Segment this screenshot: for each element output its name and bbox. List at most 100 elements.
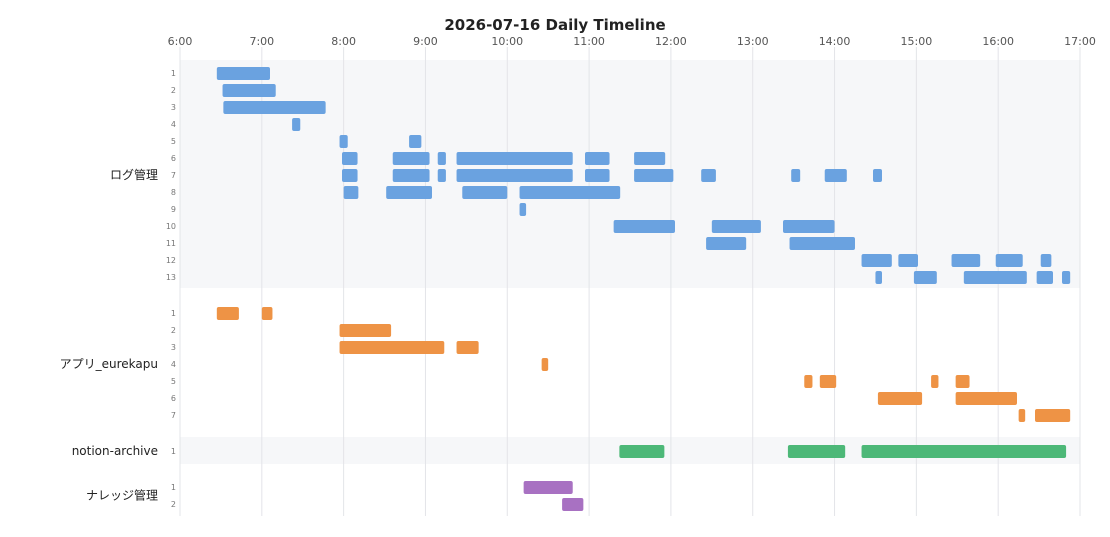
timeline-bar: [339, 324, 392, 337]
timeline-bar: [1040, 254, 1052, 267]
timeline-bar: [1036, 271, 1053, 284]
lane-label: 5: [171, 377, 176, 386]
timeline-bar: [585, 152, 610, 165]
lane-label: 3: [171, 343, 176, 352]
timeline-bar: [861, 445, 1067, 458]
timeline-bar: [898, 254, 918, 267]
timeline-bar: [783, 220, 835, 233]
lane-label: 8: [171, 188, 176, 197]
group-label: アプリ_eurekapu: [60, 357, 158, 371]
timeline-bar: [562, 498, 584, 511]
x-tick-label: 6:00: [168, 35, 193, 48]
x-tick-label: 17:00: [1064, 35, 1096, 48]
timeline-bar: [585, 169, 610, 182]
timeline-bar: [222, 84, 276, 97]
timeline-bar: [519, 186, 621, 199]
timeline-bar: [861, 254, 892, 267]
timeline-bar: [541, 358, 549, 371]
lane-label: 5: [171, 137, 176, 146]
group-label: notion-archive: [72, 444, 158, 458]
timeline-bar: [409, 135, 422, 148]
timeline-bar: [292, 118, 301, 131]
group-label: ナレッジ管理: [86, 488, 158, 503]
timeline-bar: [392, 169, 430, 182]
chart-title: 2026-07-16 Daily Timeline: [444, 16, 665, 34]
timeline-bar: [613, 220, 675, 233]
x-tick-label: 9:00: [413, 35, 438, 48]
timeline-bar: [462, 186, 508, 199]
timeline-bar: [1018, 409, 1026, 422]
timeline-bar: [1035, 409, 1071, 422]
x-tick-label: 7:00: [249, 35, 274, 48]
lane-label: 4: [171, 120, 176, 129]
timeline-bar: [955, 375, 970, 388]
lane-label: 3: [171, 103, 176, 112]
lane-label: 6: [171, 394, 176, 403]
x-tick-label: 10:00: [491, 35, 523, 48]
group-band: [180, 60, 1080, 288]
lane-label: 7: [171, 171, 176, 180]
timeline-bar: [392, 152, 430, 165]
timeline-bar: [711, 220, 761, 233]
lane-labels: ログ管理12345678910111213アプリ_eurekapu1234567…: [60, 69, 176, 509]
timeline-bar: [963, 271, 1027, 284]
lane-label: 12: [166, 256, 176, 265]
x-tick-label: 12:00: [655, 35, 687, 48]
timeline-bar: [804, 375, 813, 388]
timeline-bar: [791, 169, 801, 182]
timeline-bar: [955, 392, 1017, 405]
timeline-bar: [789, 237, 855, 250]
timeline-bar: [931, 375, 939, 388]
timeline-bar: [386, 186, 432, 199]
timeline-bar: [634, 169, 674, 182]
timeline-bar: [819, 375, 837, 388]
timeline-bar: [824, 169, 847, 182]
timeline-bar: [456, 341, 479, 354]
timeline-bar: [877, 392, 923, 405]
lane-label: 4: [171, 360, 176, 369]
timeline-bar: [216, 307, 239, 320]
timeline-bar: [339, 341, 445, 354]
timeline-bar: [913, 271, 937, 284]
timeline-bar: [261, 307, 273, 320]
timeline-bar: [437, 169, 446, 182]
timeline-bar: [223, 101, 326, 114]
lane-label: 1: [171, 309, 176, 318]
lane-label: 10: [166, 222, 176, 231]
timeline-bars: [216, 67, 1071, 511]
timeline-bar: [456, 169, 573, 182]
timeline-bar: [873, 169, 882, 182]
timeline-bar: [342, 152, 358, 165]
group-bands: [180, 60, 1080, 464]
timeline-bar: [437, 152, 446, 165]
timeline-bar: [216, 67, 270, 80]
x-tick-label: 14:00: [819, 35, 851, 48]
timeline-bar: [634, 152, 666, 165]
timeline-bar: [342, 169, 358, 182]
lane-label: 13: [166, 273, 176, 282]
timeline-bar: [343, 186, 359, 199]
x-axis-ticks: 6:00 7:00 8:00 9:00 10:00 11:00 12:00 13:00 14:0…: [168, 35, 1096, 48]
lane-label: 1: [171, 447, 176, 456]
timeline-bar: [787, 445, 846, 458]
x-tick-label: 11:00: [573, 35, 605, 48]
x-tick-label: 13:00: [737, 35, 769, 48]
lane-label: 11: [166, 239, 176, 248]
timeline-bar: [706, 237, 747, 250]
timeline-bar: [619, 445, 665, 458]
timeline-bar: [523, 481, 573, 494]
lane-label: 2: [171, 326, 176, 335]
lane-label: 6: [171, 154, 176, 163]
timeline-bar: [339, 135, 348, 148]
timeline-bar: [1062, 271, 1071, 284]
x-tick-label: 15:00: [901, 35, 933, 48]
x-tick-label: 8:00: [331, 35, 356, 48]
x-tick-label: 16:00: [982, 35, 1014, 48]
lane-label: 2: [171, 86, 176, 95]
lane-label: 1: [171, 69, 176, 78]
timeline-bar: [701, 169, 716, 182]
timeline-bar: [875, 271, 882, 284]
group-label: ログ管理: [110, 167, 158, 182]
lane-label: 9: [171, 205, 176, 214]
